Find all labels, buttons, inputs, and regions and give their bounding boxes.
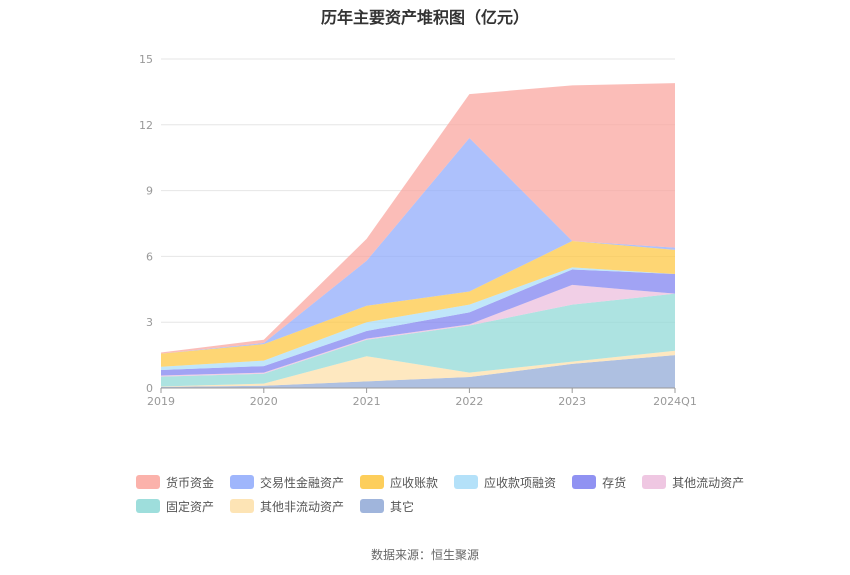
y-tick-label: 15: [139, 53, 153, 66]
x-tick-label: 2021: [353, 395, 381, 408]
legend-item[interactable]: 交易性金融资产: [230, 474, 344, 491]
legend-swatch: [572, 475, 597, 489]
legend-label: 应收款项融资: [484, 475, 557, 490]
area-series-5[interactable]: [161, 267, 675, 371]
legend-swatch: [454, 475, 479, 489]
legend-label: 货币资金: [166, 475, 215, 490]
area-series-7[interactable]: [161, 137, 675, 354]
area-series-2[interactable]: [161, 293, 675, 387]
legend-swatch: [230, 499, 255, 513]
legend-swatch: [230, 475, 255, 489]
legend-row-2: 固定资产 其他非流动资产 其它: [136, 494, 776, 518]
chart-plot: 0 3 6 9 12 15 2019 2020 2021 2022 2023 2024Q1: [139, 53, 697, 408]
x-tick-label: 2019: [147, 395, 175, 408]
legend-item[interactable]: 固定资产: [136, 498, 214, 515]
legend-swatch: [136, 499, 160, 513]
legend-item[interactable]: 其他流动资产: [642, 474, 744, 491]
y-tick-label: 3: [146, 316, 153, 329]
x-tick-label: 2022: [455, 395, 483, 408]
legend-swatch: [642, 475, 667, 489]
legend-label: 应收账款: [390, 475, 439, 490]
legend-item[interactable]: 货币资金: [136, 474, 214, 491]
legend-swatch: [136, 475, 160, 489]
legend-item[interactable]: 应收款项融资: [454, 474, 556, 491]
x-tick-label: 2024Q1: [653, 395, 697, 408]
area-series-group: [161, 83, 675, 388]
axes: 0 3 6 9 12 15 2019 2020 2021 2022 2023 2024Q1: [139, 53, 697, 408]
legend-label: 固定资产: [166, 499, 215, 514]
legend-item[interactable]: 其它: [360, 498, 414, 515]
legend: 货币资金 交易性金融资产 应收账款 应收款项融资 存货 其他流动资产 固定资产 其他非流动资…: [136, 470, 776, 518]
legend-label: 存货: [602, 475, 627, 490]
y-tick-label: 0: [146, 382, 153, 395]
area-series-0[interactable]: [161, 355, 675, 388]
x-tick-label: 2023: [558, 395, 586, 408]
legend-item[interactable]: 应收账款: [360, 474, 438, 491]
legend-swatch: [360, 499, 385, 513]
y-tick-label: 12: [139, 119, 153, 132]
legend-label: 交易性金融资产: [260, 475, 345, 490]
legend-swatch: [360, 475, 385, 489]
area-series-1[interactable]: [161, 350, 675, 387]
legend-label: 其它: [390, 499, 415, 514]
legend-item[interactable]: 存货: [572, 474, 626, 491]
y-tick-label: 6: [146, 250, 153, 263]
legend-label: 其他非流动资产: [260, 499, 345, 514]
area-series-8[interactable]: [161, 83, 675, 354]
legend-row-1: 货币资金 交易性金融资产 应收账款 应收款项融资 存货 其他流动资产: [136, 470, 776, 494]
x-tick-label: 2020: [250, 395, 278, 408]
chart-title: 历年主要资产堆积图（亿元）: [320, 8, 529, 27]
y-tick-label: 9: [146, 185, 153, 198]
area-series-6[interactable]: [161, 241, 675, 367]
area-series-3[interactable]: [161, 284, 675, 377]
area-series-4[interactable]: [161, 269, 675, 376]
legend-item[interactable]: 其他非流动资产: [230, 498, 344, 515]
legend-label: 其他流动资产: [672, 475, 745, 490]
source-note: 数据来源：恒生聚源: [370, 548, 479, 562]
